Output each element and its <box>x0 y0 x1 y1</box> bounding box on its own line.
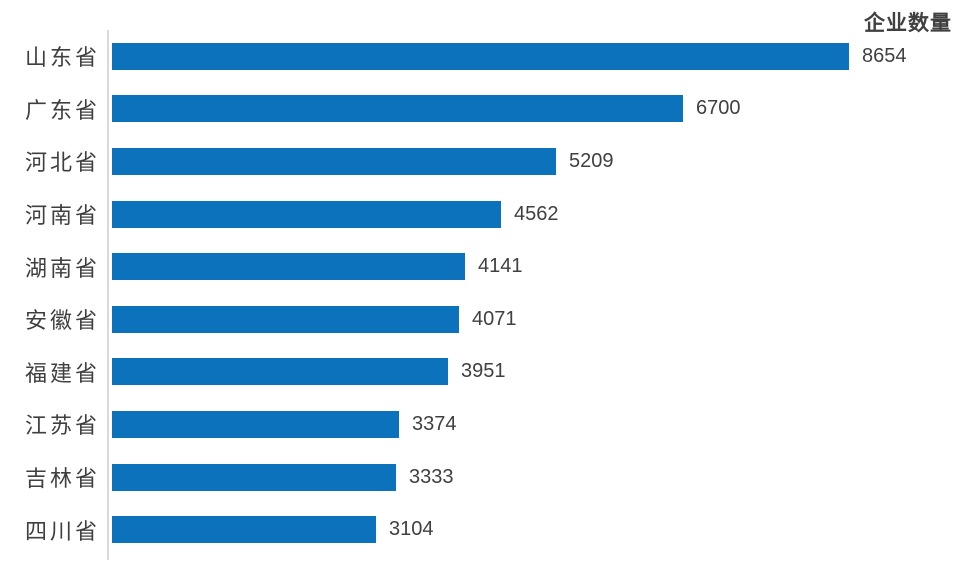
value-label: 4562 <box>514 202 559 225</box>
bar-area: 4141 <box>112 253 523 281</box>
bar <box>112 95 683 123</box>
bar-row: 山东省 8654 <box>0 30 959 83</box>
bar <box>112 463 396 491</box>
bar <box>112 253 465 281</box>
y-axis-line <box>107 30 109 560</box>
value-label: 6700 <box>696 97 741 120</box>
bar <box>112 358 448 386</box>
value-label: 4071 <box>472 307 517 330</box>
bar <box>112 42 849 70</box>
bar-area: 3333 <box>112 463 454 491</box>
bar-row: 四川省 3104 <box>0 503 959 556</box>
bar-area: 3374 <box>112 410 457 438</box>
value-label: 3951 <box>461 360 506 383</box>
value-label: 3374 <box>412 412 457 435</box>
value-label: 4141 <box>478 255 523 278</box>
bar-row: 河北省 5209 <box>0 135 959 188</box>
category-label: 广东省 <box>24 97 100 123</box>
bar-area: 5209 <box>112 147 614 175</box>
bar-row: 吉林省 3333 <box>0 451 959 504</box>
category-label: 安徽省 <box>24 308 100 334</box>
bar-row: 湖南省 4141 <box>0 240 959 293</box>
category-label: 江苏省 <box>24 413 100 439</box>
bar-row: 安徽省 4071 <box>0 293 959 346</box>
bar <box>112 305 459 333</box>
value-label: 8654 <box>862 44 907 67</box>
bar <box>112 516 376 544</box>
bar <box>112 200 501 228</box>
bar-area: 3951 <box>112 358 506 386</box>
bar <box>112 147 556 175</box>
bar-area: 6700 <box>112 95 741 123</box>
bar-row: 江苏省 3374 <box>0 398 959 451</box>
bar-row: 福建省 3951 <box>0 346 959 399</box>
value-label: 3333 <box>409 465 454 488</box>
bar-rows: 山东省 8654 广东省 6700 河北省 5209 河南省 4562 湖南省 4141 安徽省 40… <box>0 30 959 556</box>
value-label: 3104 <box>389 518 434 541</box>
bar-row: 河南省 4562 <box>0 188 959 241</box>
value-label: 5209 <box>569 149 614 172</box>
category-label: 湖南省 <box>24 255 100 281</box>
category-label: 河北省 <box>24 150 100 176</box>
category-label: 四川省 <box>24 518 100 544</box>
category-label: 吉林省 <box>24 466 100 492</box>
bar-area: 3104 <box>112 516 434 544</box>
bar-area: 8654 <box>112 42 907 70</box>
bar <box>112 410 399 438</box>
bar-row: 广东省 6700 <box>0 83 959 136</box>
category-label: 河南省 <box>24 203 100 229</box>
category-label: 山东省 <box>24 45 100 71</box>
bar-area: 4071 <box>112 305 517 333</box>
chart-title: 企业数量 <box>864 12 952 35</box>
bar-area: 4562 <box>112 200 559 228</box>
category-label: 福建省 <box>24 360 100 386</box>
